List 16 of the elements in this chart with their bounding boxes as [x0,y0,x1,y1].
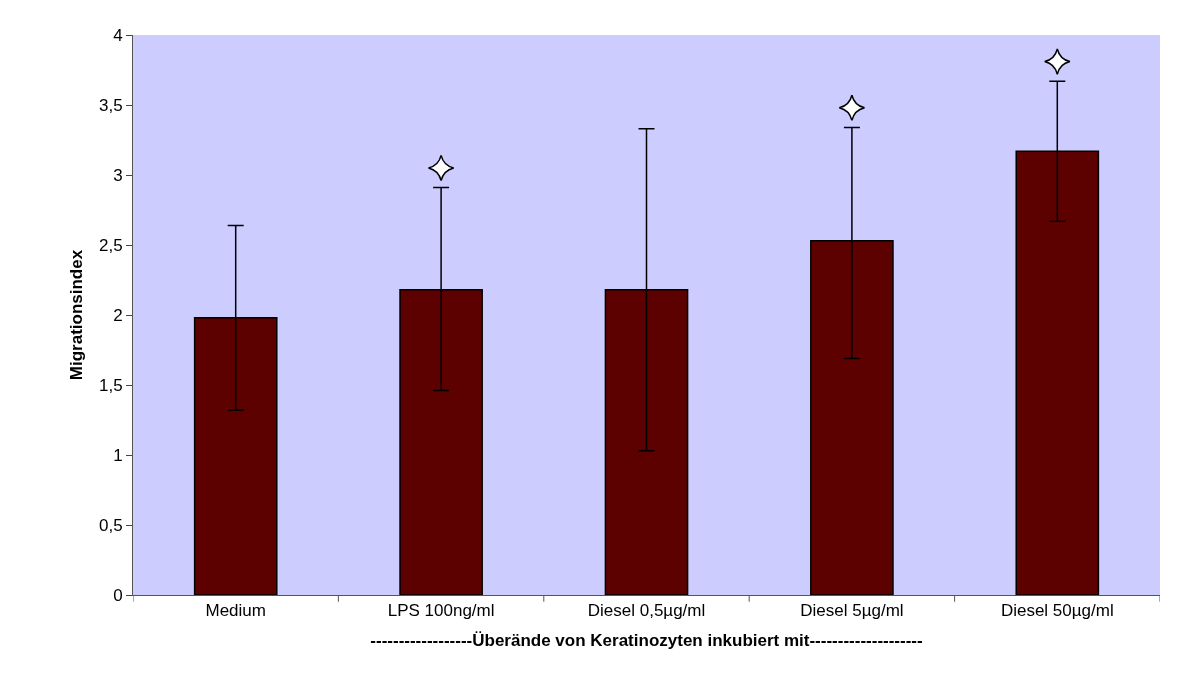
y-tick-label: 1,5 [98,375,123,395]
y-tick-label: 0,5 [98,515,123,535]
y-tick-label: 4 [113,25,123,45]
y-tick-label: 2,5 [98,235,123,255]
x-tick-label: Diesel 5µg/ml [800,601,904,621]
x-axis-title: ------------------Überände von Keratinozyten inkubiert mit-------------------- [370,630,923,650]
x-tick-label: LPS 100ng/ml [387,601,495,621]
x-tick-label: Diesel 0,5µg/ml [587,601,706,621]
x-tick-label: Diesel 50µg/ml [1000,601,1114,621]
x-tick-label: Medium [205,601,266,621]
y-tick-label: 3 [113,165,123,185]
y-tick-label: 3,5 [98,95,123,115]
y-tick-label: 0 [113,585,123,605]
y-tick-label: 2 [113,305,123,325]
y-tick-label: 1 [113,445,123,465]
y-axis-title: Migrationsindex [66,249,86,381]
